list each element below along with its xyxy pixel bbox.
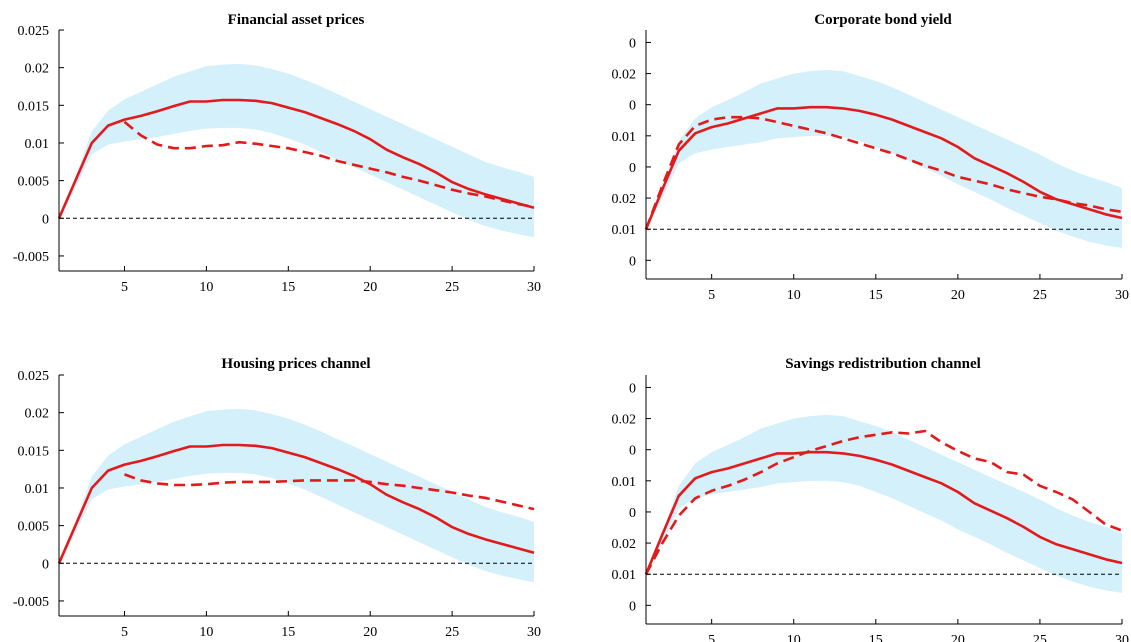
y-tick-label: 0.02 — [612, 413, 637, 428]
y-tick-label: 0.01 — [25, 482, 50, 497]
x-tick-label: 30 — [1115, 633, 1129, 642]
confidence-band — [646, 414, 1122, 593]
panel-title: Housing prices channel — [221, 356, 370, 372]
panel-savings-redistribution-channel: Savings redistribution channel 0 0.01 0.02 0… — [612, 356, 1130, 642]
confidence-band — [59, 63, 534, 238]
x-tick-label: 5 — [708, 633, 715, 642]
x-tick-label: 20 — [363, 625, 377, 640]
confidence-band — [646, 69, 1122, 248]
y-tick-label: 0.01 — [612, 223, 637, 238]
y-tick-label: 0.02 — [25, 407, 50, 422]
x-tick-label: 15 — [281, 625, 295, 640]
x-tick-label: 10 — [787, 633, 801, 642]
y-tick-label: 0.005 — [18, 175, 50, 190]
solid-series-line — [644, 450, 1123, 575]
y-tick-label: 0 — [629, 254, 636, 269]
x-tick-label: 15 — [869, 288, 883, 303]
y-tick-label: 0.01 — [25, 137, 50, 152]
panel-housing-prices-channel: Housing prices channel -0.005 0 0.005 0.01 0.… — [13, 356, 541, 640]
confidence-band — [59, 408, 534, 583]
panel-financial-asset-prices: Financial asset prices -0.005 0 0.005 0.01 0.… — [13, 12, 541, 295]
x-tick-label: 20 — [951, 633, 965, 642]
x-tick-label: 25 — [1033, 288, 1047, 303]
dashed-series-line — [124, 473, 535, 511]
panel-title: Savings redistribution channel — [785, 356, 981, 372]
y-tick-label: 0.005 — [18, 520, 50, 535]
x-tick-label: 5 — [708, 288, 715, 303]
y-tick-label: 0 — [42, 557, 49, 572]
y-tick-label: 0.015 — [18, 99, 50, 114]
y-tick-label: 0.02 — [612, 537, 637, 552]
panel-title: Corporate bond yield — [814, 12, 952, 28]
dashed-series-line — [644, 429, 1123, 575]
y-tick-label: -0.005 — [13, 595, 49, 610]
y-tick-label: 0 — [629, 99, 636, 114]
y-tick-label: 0.025 — [18, 369, 50, 384]
y-tick-label: 0 — [629, 381, 636, 396]
y-tick-label: 0 — [629, 506, 636, 521]
panel-title: Financial asset prices — [228, 12, 365, 28]
x-tick-label: 20 — [951, 288, 965, 303]
dashed-series-line — [123, 120, 535, 209]
x-tick-label: 25 — [445, 625, 459, 640]
y-tick-label: 0.015 — [18, 444, 50, 459]
x-tick-label: 15 — [281, 280, 295, 295]
x-tick-label: 25 — [1033, 633, 1047, 642]
x-tick-label: 25 — [445, 280, 459, 295]
y-tick-label: 0 — [42, 212, 49, 227]
y-tick-label: 0.01 — [612, 130, 637, 145]
solid-series-line — [644, 105, 1123, 230]
y-tick-label: 0 — [629, 444, 636, 459]
x-tick-label: 10 — [199, 280, 213, 295]
y-tick-label: 0.02 — [612, 192, 637, 207]
x-tick-label: 30 — [1115, 288, 1129, 303]
y-tick-label: -0.005 — [13, 250, 49, 265]
x-tick-label: 10 — [199, 625, 213, 640]
x-tick-label: 30 — [527, 625, 541, 640]
dashed-series-line — [644, 115, 1123, 230]
y-tick-label: 0 — [629, 599, 636, 614]
x-tick-label: 10 — [787, 288, 801, 303]
y-tick-label: 0.02 — [612, 68, 637, 83]
y-tick-label: 0.025 — [18, 24, 50, 39]
y-tick-label: 0 — [629, 36, 636, 51]
y-tick-label: 0.01 — [612, 568, 637, 583]
x-tick-label: 5 — [121, 625, 128, 640]
y-tick-label: 0 — [629, 161, 636, 176]
x-tick-label: 30 — [527, 280, 541, 295]
x-tick-label: 20 — [363, 280, 377, 295]
y-tick-label: 0.02 — [25, 62, 50, 77]
x-tick-label: 5 — [121, 280, 128, 295]
solid-series-line — [57, 443, 535, 564]
x-tick-label: 15 — [869, 633, 883, 642]
solid-series-line — [57, 98, 535, 219]
y-tick-label: 0.01 — [612, 475, 637, 490]
panel-corporate-bond-yield: Corporate bond yield 0 0.01 0.02 0 0.01 0 0.02 0… — [612, 12, 1130, 303]
